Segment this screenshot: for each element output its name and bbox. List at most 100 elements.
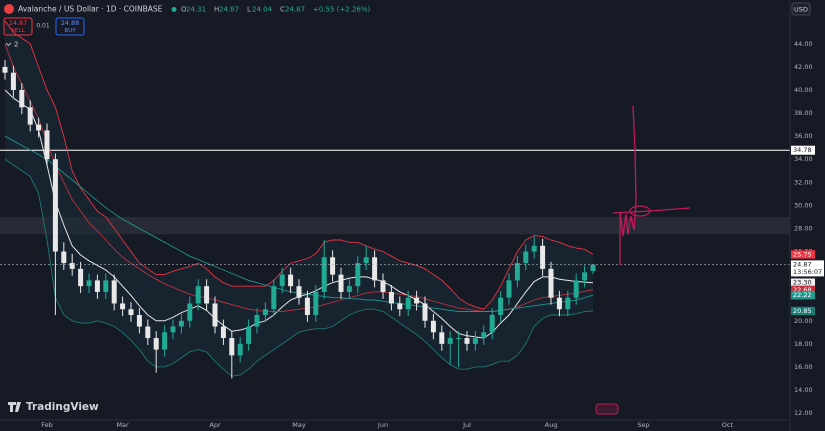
x-tick-label: Aug [545, 421, 558, 429]
candle-body [447, 338, 453, 344]
candle-body [237, 343, 243, 356]
brand-logo [8, 402, 21, 412]
y-tick-label: 44.00 [794, 40, 813, 48]
price-box [791, 306, 815, 316]
candle-body [590, 264, 596, 272]
price-box [791, 145, 815, 155]
candle-body [405, 297, 411, 310]
collapse-icon[interactable] [5, 42, 12, 47]
symbol-icon [4, 4, 14, 14]
y-tick-label: 36.00 [794, 132, 813, 140]
y-tick-label: 32.00 [794, 178, 813, 186]
candle-body [582, 272, 588, 281]
candle-body [372, 257, 378, 281]
candle-body [52, 159, 58, 252]
sell-price[interactable]: 24.87 [9, 19, 28, 27]
y-tick-label: 16.00 [794, 363, 813, 371]
price-box [791, 250, 815, 259]
buy-button[interactable] [55, 17, 85, 36]
countdown: 13:56:07 [793, 268, 822, 276]
price-label: 24.87 [793, 261, 812, 269]
quote-key: H [214, 6, 219, 14]
event-flag[interactable] [595, 403, 619, 415]
candle-body [246, 326, 252, 344]
y-tick-label: 38.00 [794, 109, 813, 117]
price-label: 20.85 [793, 307, 812, 315]
candle-body [36, 124, 42, 131]
candle-body [380, 280, 386, 292]
sell-button[interactable] [3, 17, 33, 36]
quote-value: 24.31 [186, 6, 206, 14]
quote-key: L [247, 6, 251, 14]
candle-body [178, 320, 184, 327]
price-box [791, 290, 815, 300]
candle-body [464, 338, 470, 344]
y-tick-label: 30.00 [794, 201, 813, 209]
price-box [791, 278, 815, 287]
drawing [612, 105, 691, 265]
candle-body [523, 251, 529, 264]
candle-body [94, 280, 100, 292]
candle-body [321, 257, 327, 292]
candle-body [481, 332, 487, 339]
candle-body [111, 280, 117, 304]
currency[interactable]: USD [794, 6, 808, 14]
price-label: 22.22 [793, 291, 812, 299]
quote: O 24.31 H 24.87 L 24.04 C 24.87 [181, 6, 305, 14]
candle-body [69, 263, 75, 269]
candle-body [304, 297, 310, 315]
currency-button[interactable] [791, 2, 811, 16]
quote-value: 24.04 [252, 6, 273, 14]
candle-body [262, 309, 268, 315]
candle-body [195, 286, 201, 304]
candle-body [120, 303, 126, 310]
candle-body [439, 332, 445, 344]
symbol: Avalanche / US Dollar · 1D · COINBASE [18, 5, 163, 14]
change: +0.55 (+2.26%) [313, 6, 371, 14]
candle-body [220, 326, 226, 339]
candle-body [498, 297, 504, 315]
candle-body [204, 286, 210, 304]
candle-body [212, 303, 218, 327]
candle-body [565, 297, 571, 310]
candle-body [103, 280, 109, 292]
price-box [791, 285, 815, 295]
candle-body [279, 274, 285, 287]
candle-body [44, 130, 50, 160]
candle-body [187, 303, 193, 321]
candle-body [136, 315, 142, 327]
candle-body [363, 257, 369, 264]
indicator-count[interactable]: 2 [14, 41, 18, 49]
candle-body [388, 291, 394, 304]
candle-body [338, 274, 344, 292]
buy-label[interactable]: BUY [64, 28, 76, 34]
candle-body [573, 280, 579, 298]
brand: TradingView [26, 401, 99, 413]
x-tick-label: Oct [722, 421, 734, 429]
candle-body [313, 291, 319, 315]
candle-body [430, 320, 436, 333]
candle-body [229, 338, 235, 356]
buy-price[interactable]: 24.88 [61, 19, 80, 27]
x-tick-label: Mar [116, 421, 129, 429]
indicator-line [4, 158, 594, 377]
x-tick-label: May [292, 421, 306, 429]
candle-body [556, 297, 562, 310]
indicator-line [4, 20, 594, 310]
zone [0, 216, 790, 235]
quote-value: 24.87 [285, 6, 305, 14]
sell-label[interactable]: SELL [11, 28, 25, 34]
candle-body [61, 251, 67, 264]
candle-body [531, 245, 537, 252]
candle-body [2, 66, 8, 73]
candle-body [355, 263, 361, 287]
quote-value: 24.87 [219, 6, 239, 14]
price-label: 34.78 [793, 146, 812, 154]
candle-body [153, 338, 159, 350]
candle-body [10, 72, 16, 90]
candle-body [422, 303, 428, 321]
candle-body [540, 245, 546, 269]
candle-body [397, 303, 403, 310]
drawn-line [612, 207, 691, 214]
